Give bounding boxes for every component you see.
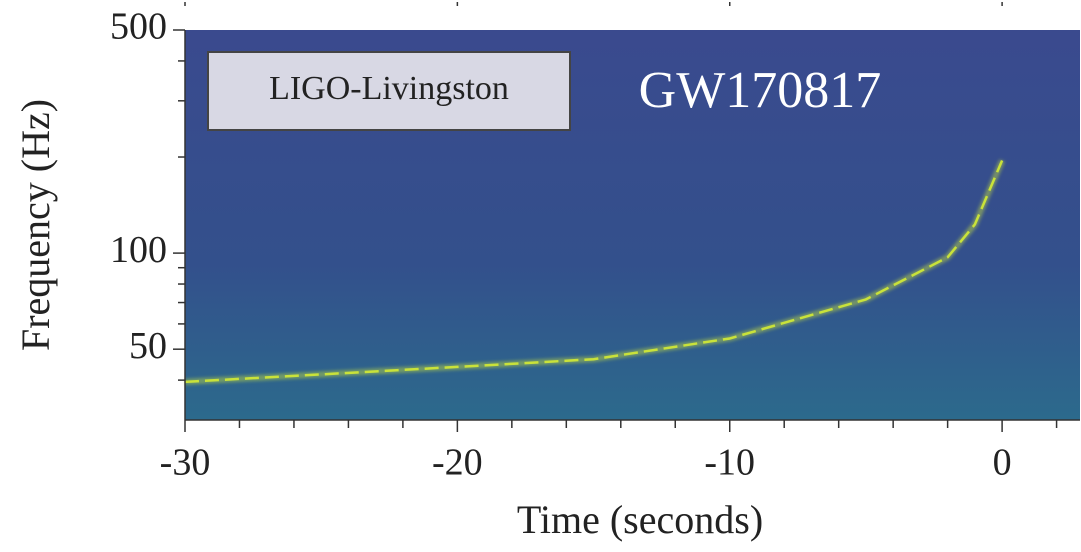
x-axis-label: Time (seconds) (517, 497, 763, 542)
detector-label: LIGO-Livingston (269, 70, 509, 107)
detector-box (207, 51, 571, 131)
x-tick-label: -10 (704, 442, 755, 484)
y-tick-label: 500 (110, 6, 167, 48)
x-tick-label: -30 (160, 442, 211, 484)
y-tick-label: 100 (110, 229, 167, 271)
chirp-glow (184, 159, 1005, 385)
event-name: GW170817 (639, 62, 882, 119)
x-tick-label: -20 (432, 442, 483, 484)
x-tick-label: 0 (993, 442, 1012, 484)
y-tick-label: 50 (129, 325, 167, 367)
plot-area (184, 159, 1005, 385)
y-axis-label: Frequency (Hz) (13, 99, 58, 351)
